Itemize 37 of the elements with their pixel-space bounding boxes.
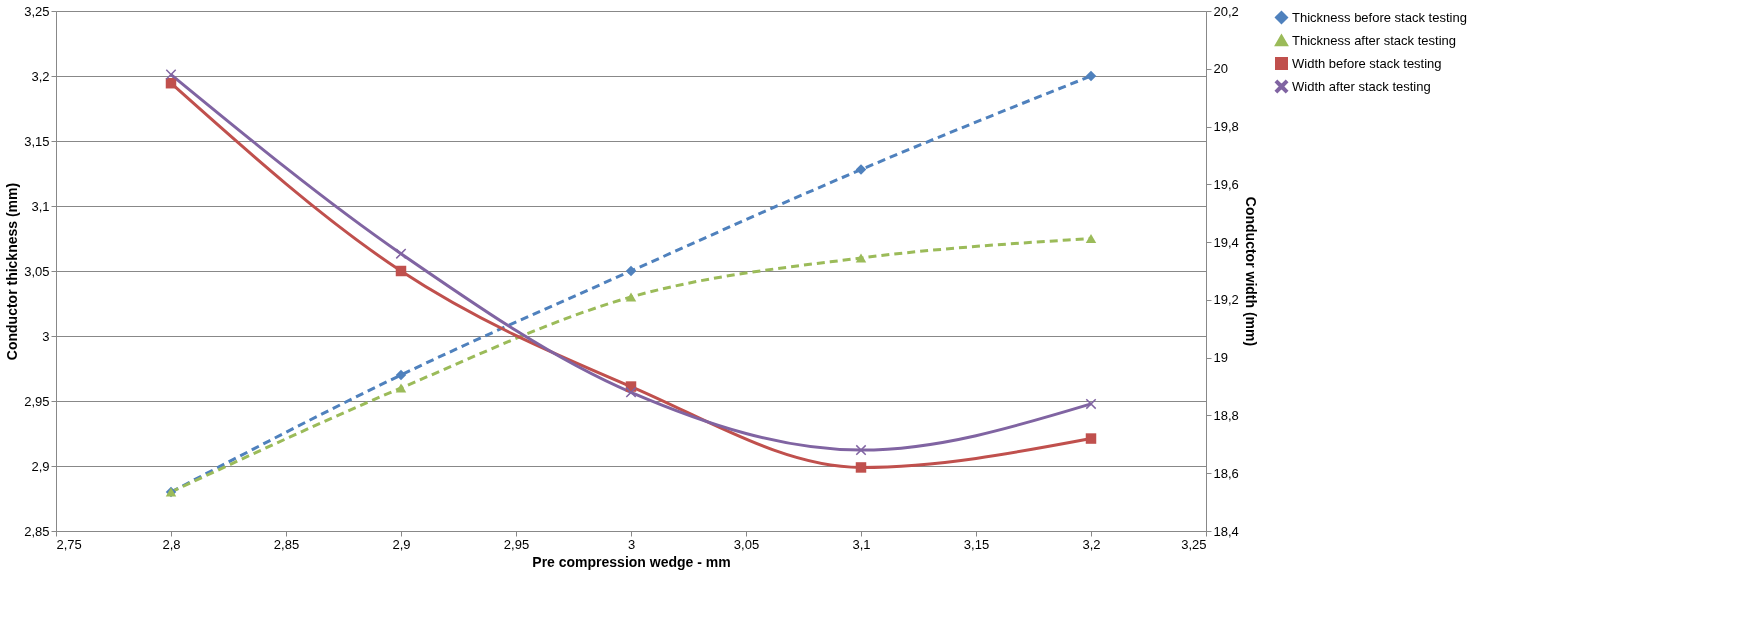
x-tick-label: 3,1 — [852, 536, 871, 552]
y2-tick-label: 18,6 — [1213, 465, 1239, 481]
legend-label: Width after stack testing — [1292, 78, 1431, 94]
x-tick-label: 3,2 — [1082, 536, 1101, 552]
y-tick-label: 3 — [42, 328, 50, 344]
y-tick-label: 3,15 — [24, 133, 50, 149]
x-tick-label: 3 — [627, 536, 636, 552]
y2-tick-label: 18,8 — [1213, 407, 1239, 423]
x-tick-label: 2,75 — [56, 536, 82, 552]
x-tick-label: 2,95 — [503, 536, 530, 552]
y2-tick-label: 20,2 — [1213, 3, 1239, 19]
y2-tick-label: 19,6 — [1213, 176, 1239, 192]
y-tick-label: 3,1 — [31, 198, 50, 214]
x-tick-label: 2,9 — [392, 536, 411, 552]
x-axis-title: Pre compression wedge - mm — [532, 553, 731, 570]
y2-tick-label: 20 — [1213, 61, 1228, 77]
y-axis-title: Conductor thickness (mm) — [4, 182, 21, 361]
y-tick-label: 2,85 — [24, 523, 50, 539]
legend-label: Width before stack testing — [1292, 55, 1442, 71]
y-tick-label: 3,25 — [24, 3, 50, 19]
y2-tick-label: 19 — [1213, 350, 1228, 366]
x-tick-label: 3,05 — [733, 536, 760, 552]
y-tick-label: 3,2 — [31, 68, 50, 84]
y2-tick-label: 18,4 — [1213, 523, 1239, 539]
y-tick-label: 3,05 — [24, 263, 50, 279]
legend-label: Thickness after stack testing — [1292, 32, 1457, 48]
y2-tick-label: 19,2 — [1213, 292, 1239, 308]
y-tick-label: 2,9 — [31, 458, 50, 474]
y2-tick-label: 19,8 — [1213, 119, 1239, 135]
x-tick-label: 3,15 — [963, 536, 990, 552]
y2-axis-title: Conductor width (mm) — [1242, 196, 1259, 347]
y2-tick-label: 19,4 — [1213, 234, 1239, 250]
x-tick-label: 2,8 — [162, 536, 181, 552]
x-tick-label: 3,25 — [1181, 536, 1207, 552]
y-tick-label: 2,95 — [24, 393, 50, 409]
legend-label: Thickness before stack testing — [1292, 9, 1467, 25]
x-tick-label: 2,85 — [273, 536, 300, 552]
